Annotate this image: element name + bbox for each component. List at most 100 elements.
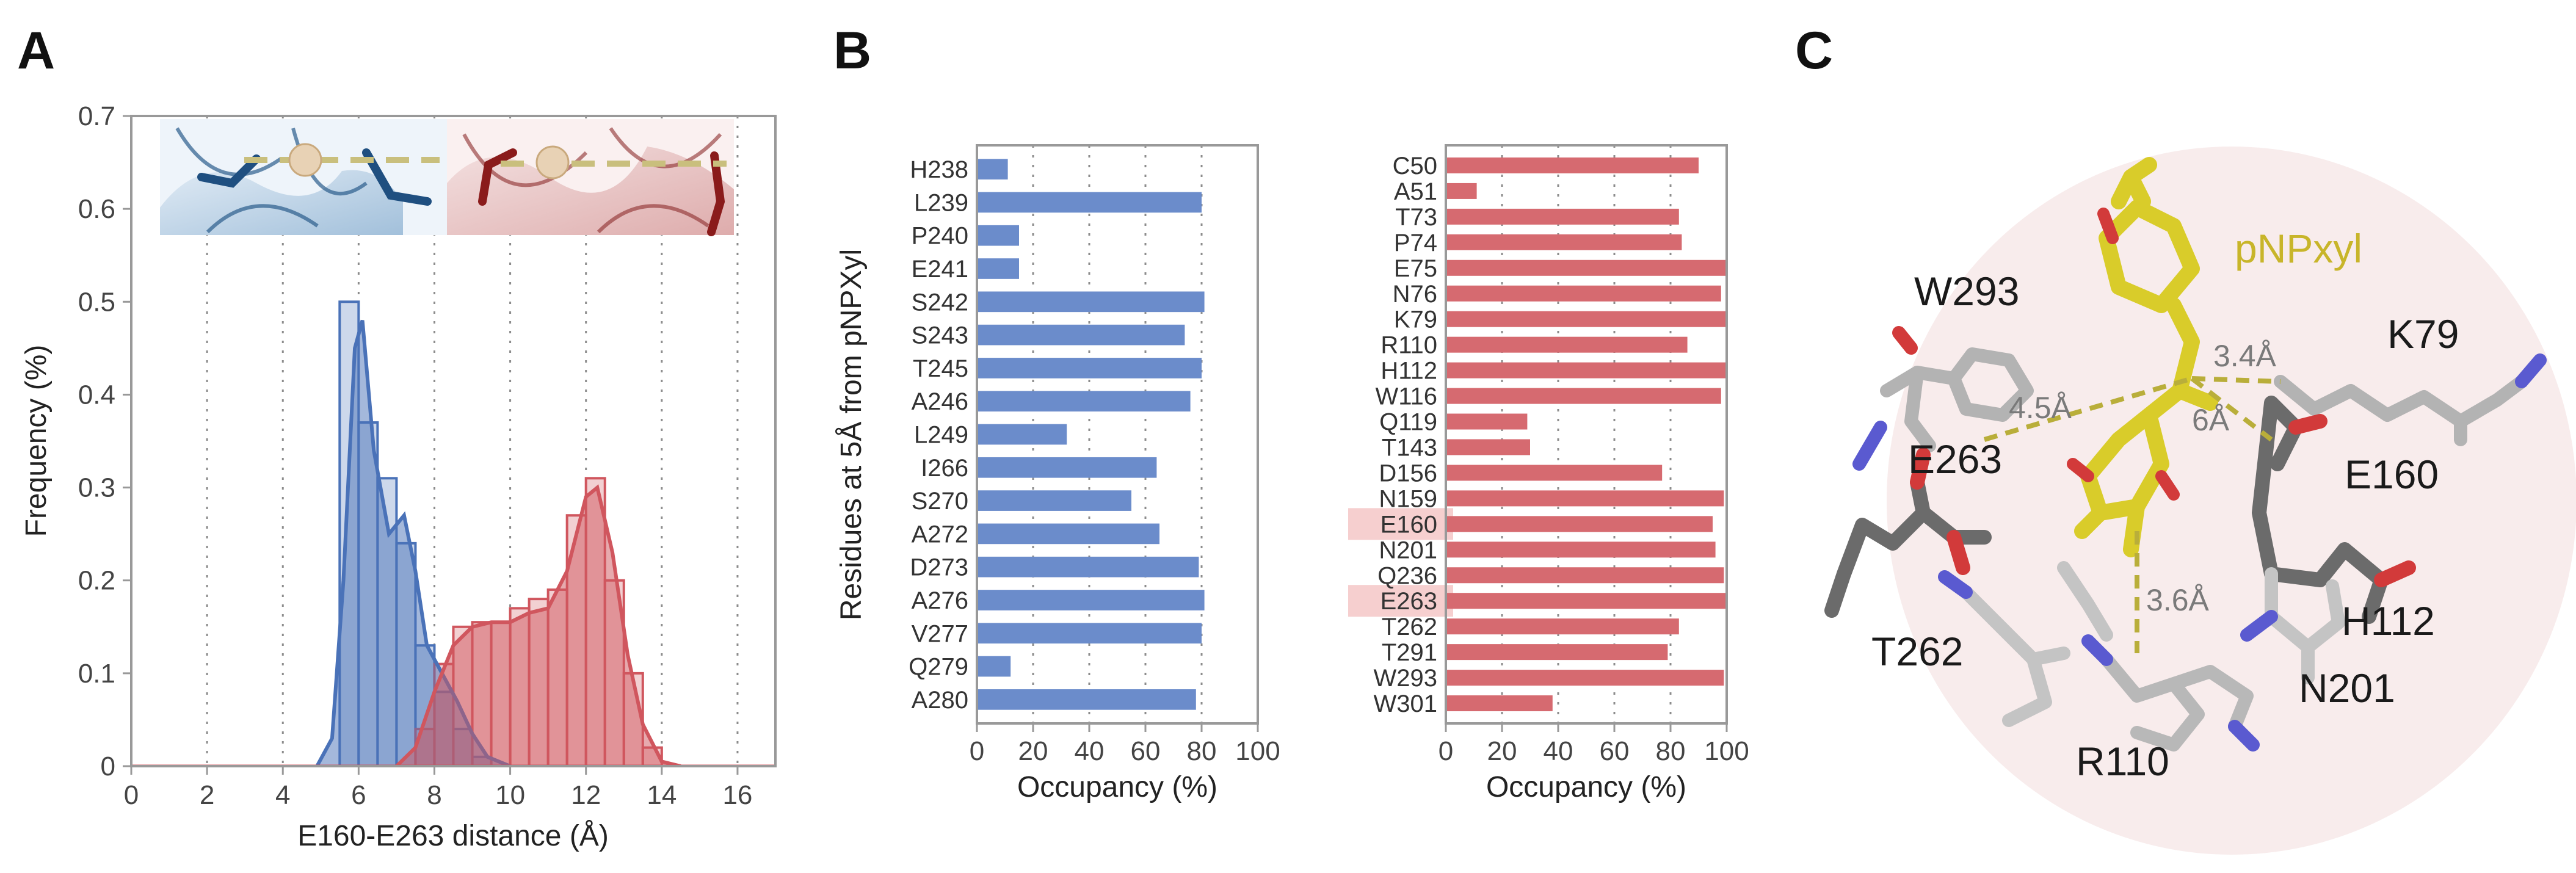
b2-bars (1446, 157, 1727, 712)
b1-bar (977, 424, 1067, 445)
ligand-accents (2067, 208, 2180, 501)
b1-bar (977, 490, 1131, 511)
b2-highlight (1348, 585, 1453, 617)
b1-category-label: Q279 (909, 654, 968, 681)
b1-bar (977, 656, 1011, 677)
b2-bar (1446, 413, 1528, 430)
b2-bar (1446, 618, 1679, 635)
b2-category-label: C50 (1393, 153, 1437, 179)
a-x-tick-label: 8 (427, 780, 441, 810)
a-y-tick-label: 0.1 (78, 659, 115, 689)
a-x-tick-label: 10 (495, 780, 525, 810)
b2-bar (1446, 695, 1553, 712)
b2-category-label: Q236 (1377, 562, 1437, 589)
b1-x-tick-label: 80 (1187, 736, 1217, 766)
binding-site-halo (1887, 147, 2576, 855)
b2-bar (1446, 388, 1721, 404)
residue-label-w293: W293 (1914, 269, 2019, 314)
b2-plot-frame (1445, 144, 1728, 725)
b1-category-label: D273 (910, 554, 968, 581)
b1-category-label: H238 (910, 156, 968, 183)
b2-x-tick-label: 40 (1544, 736, 1573, 766)
residue-label-t262: T262 (1871, 629, 1963, 674)
b2-bar (1446, 542, 1716, 558)
b1-category-label: A280 (912, 687, 968, 714)
panel-a-letter: A (17, 21, 55, 80)
b1-bar (977, 324, 1185, 346)
b2-category-label: E160 (1381, 511, 1437, 538)
b2-category-label: D156 (1379, 460, 1437, 487)
residue-label-n201: N201 (2299, 665, 2395, 711)
b2-bar (1446, 465, 1663, 481)
active-site-structure: pNPxyl W293 K79 E263 E160 H112 T262 N201… (1824, 147, 2576, 855)
panel-c-letter: C (1795, 21, 1833, 80)
a-density-line (395, 484, 681, 766)
b1-x-tick-label: 20 (1018, 736, 1048, 766)
b2-bar (1446, 670, 1724, 686)
b1-bar (977, 556, 1199, 578)
occupancy-chart-left: H238 L239 P240 E241 S242 S243 T245 A246 L249 I266… (835, 144, 1280, 803)
inset-blue-structure (160, 119, 447, 235)
b2-bar (1446, 516, 1713, 532)
distance-label-3-6: 3.6Å (2146, 583, 2210, 617)
b2-category-label: N159 (1379, 485, 1437, 512)
a-density-fill (317, 320, 510, 766)
distance-label-6: 6Å (2192, 403, 2230, 437)
b1-category-label: L249 (914, 422, 968, 449)
b2-bar (1446, 311, 1727, 327)
distance-label-3-4: 3.4Å (2213, 339, 2277, 373)
b2-category-label: K79 (1394, 306, 1437, 333)
b2-category-label: P74 (1394, 230, 1437, 256)
b1-bar (977, 159, 1008, 179)
b2-category-label: N76 (1393, 281, 1437, 308)
b1-plot-frame (976, 144, 1259, 725)
b2-bar (1446, 439, 1530, 455)
b1-bar (977, 590, 1205, 610)
b1-x-axis-label: Occupancy (%) (1017, 771, 1217, 803)
b1-ticks: H238 L239 P240 E241 S242 S243 T245 A246 L249 I266… (909, 156, 1280, 766)
residue-label-r110: R110 (2076, 739, 2169, 784)
b2-ticks: C50A51T73P74E75N76K79R110H112W116Q119T14… (1374, 153, 1749, 766)
a-x-tick-label: 16 (722, 780, 752, 810)
b2-bar (1446, 567, 1724, 584)
a-x-tick-label: 6 (351, 780, 366, 810)
b2-bar (1446, 259, 1727, 276)
b1-category-label: V277 (912, 620, 968, 647)
b2-bar (1446, 208, 1679, 225)
b2-highlights (1348, 508, 1453, 617)
b2-x-tick-label: 0 (1439, 736, 1453, 766)
b1-category-label: L239 (914, 189, 968, 216)
residue-sticks (1824, 326, 2547, 752)
a-density-curves (131, 319, 775, 766)
b2-grid (1501, 145, 1672, 723)
ligand-pnpxyl (2074, 157, 2218, 557)
b2-category-label: T143 (1382, 434, 1437, 461)
b1-x-tick-label: 40 (1075, 736, 1105, 766)
b2-x-tick-label: 100 (1704, 736, 1749, 766)
a-y-tick-label: 0.5 (78, 287, 115, 317)
inset-red-structure (447, 119, 734, 236)
histogram-chart: 0 2 4 6 8 10 12 14 16 0 0.1 0.2 0.3 0.4 0.5 0.6 0.7 E160… (20, 101, 777, 852)
b1-bar (977, 258, 1019, 279)
b2-bar (1446, 593, 1727, 609)
b1-bar (977, 623, 1202, 644)
b1-bar (977, 192, 1202, 213)
b1-x-tick-label: 60 (1131, 736, 1161, 766)
b1-category-label: E241 (912, 256, 968, 283)
a-density-fill (396, 487, 681, 766)
residue-label-k79: K79 (2387, 311, 2459, 357)
b1-category-label: S243 (912, 322, 968, 349)
b2-category-label: E75 (1394, 255, 1437, 282)
b1-y-axis-label: Residues at 5Å from pNPXyl (835, 249, 868, 620)
b1-bar (977, 291, 1205, 313)
b2-bar (1446, 362, 1727, 379)
b2-category-label: R110 (1381, 332, 1437, 359)
a-ticks: 0 2 4 6 8 10 12 14 16 0 0.1 0.2 0.3 0.4 0.5 0.6 0.7 (78, 101, 753, 810)
b1-category-label: A276 (912, 587, 968, 614)
a-y-tick-label: 0.2 (78, 566, 115, 596)
a-y-tick-label: 0.3 (78, 473, 115, 503)
b2-category-label: H112 (1381, 358, 1437, 385)
panel-b-letter: B (833, 21, 871, 80)
ligand-label: pNPxyl (2235, 226, 2362, 271)
